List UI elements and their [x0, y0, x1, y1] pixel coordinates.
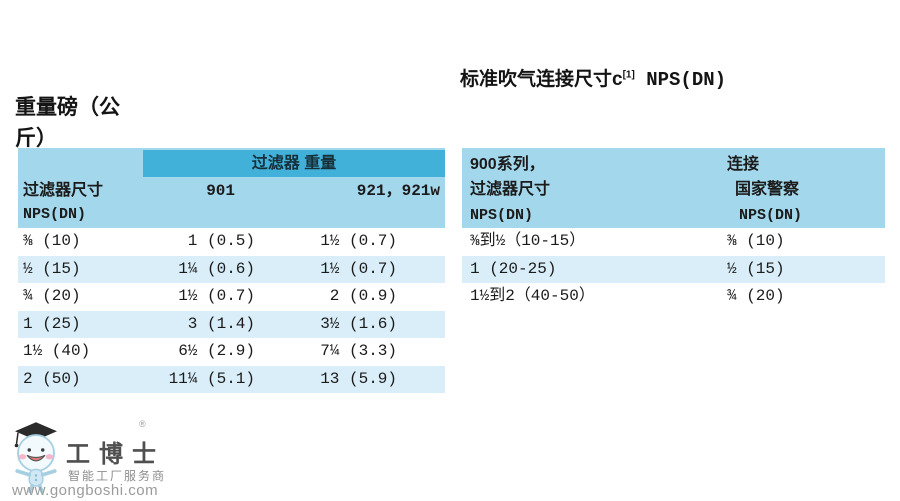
table-row: ⅜ (10) 1 (0.5) 1½ (0.7) [18, 228, 445, 256]
cell-size: 1 (20-25) [470, 259, 557, 278]
cell-921: 3½ (1.6) [320, 314, 397, 333]
table-row: ½ (15) 1¼ (0.6) 1½ (0.7) [18, 255, 445, 283]
cell-size: 1½ (40) [23, 342, 91, 360]
table-row: 1½ (40) 6½ (2.9) 7¼ (3.3) [18, 338, 445, 366]
cell-921: 13 (5.9) [320, 369, 397, 388]
weight-table: 过滤器 重量 过滤器尺寸 901 921，921w NPS(DN) ⅜ (10)… [18, 148, 445, 393]
cell-901: 1½ (0.7) [178, 287, 255, 305]
table-row: 1 (20-25) ½ (15) [462, 255, 885, 283]
cell-connection: ⅜ (10) [727, 232, 785, 250]
left-table-title: 重量磅（公斤） [15, 96, 120, 150]
right-title-tail: NPS(DN) [634, 69, 727, 91]
brand-tagline: 智能工厂服务商 [68, 469, 167, 483]
col-header-national: 国家警察 [735, 181, 800, 198]
table-row: ¾ (20) 1½ (0.7) 2 (0.9) [18, 283, 445, 311]
cell-connection: ¾ (20) [727, 287, 785, 305]
cell-901: 3 (1.4) [187, 314, 255, 333]
cell-901: 11¼ (5.1) [168, 369, 255, 388]
cell-901: 6½ (2.9) [178, 342, 255, 360]
table-row: 2 (50) 11¼ (5.1) 13 (5.9) [18, 365, 445, 393]
col-header-nps-dn: NPS(DN) [23, 206, 87, 223]
cell-921: 7¼ (3.3) [320, 342, 397, 360]
col-header-nps-dn-right: NPS(DN) [739, 207, 803, 224]
col-header-921: 921，921w [356, 182, 440, 200]
cell-size: ⅜到½（10-15） [470, 232, 586, 250]
gongboshi-logo: ® 工博士 智能工厂服务商 www.gongboshi.com [12, 416, 212, 500]
registered-trademark-icon: ® [139, 419, 146, 429]
cell-901: 1 (0.5) [187, 232, 255, 250]
col-header-901: 901 [206, 182, 235, 200]
cell-size: 1 (25) [23, 314, 81, 333]
weight-table-band-header: 过滤器 重量 [143, 150, 445, 177]
table-row: ⅜到½（10-15） ⅜ (10) [462, 228, 885, 256]
cell-size: ¾ (20) [23, 287, 81, 305]
cell-921: 2 (0.9) [329, 287, 397, 305]
col-header-filter-size: 过滤器尺寸 [23, 182, 104, 199]
col-header-nps-dn-left: NPS(DN) [470, 207, 534, 224]
right-title-main: 标准吹气连接尺寸c [460, 69, 623, 90]
right-table-title: 标准吹气连接尺寸c[1] NPS(DN) [460, 64, 726, 91]
connection-table: 900系列， 连接 过滤器尺寸 国家警察 NPS(DN) NPS(DN) ⅜到½… [462, 148, 885, 311]
cell-size: ½ (15) [23, 259, 81, 278]
table-row: 1 (25) 3 (1.4) 3½ (1.6) [18, 310, 445, 338]
footnote-marker: [1] [622, 69, 635, 81]
cell-size: 2 (50) [23, 369, 81, 388]
col-header-900-series: 900系列， [470, 156, 545, 173]
table-row: 1½到2（40-50） ¾ (20) [462, 283, 885, 311]
brand-url: www.gongboshi.com [12, 482, 159, 499]
col-header-connection: 连接 [727, 156, 760, 173]
cell-connection: ½ (15) [727, 259, 785, 278]
cell-921: 1½ (0.7) [320, 232, 397, 250]
cell-921: 1½ (0.7) [320, 259, 397, 278]
brand-name: 工博士 [66, 439, 165, 468]
cell-size: ⅜ (10) [23, 232, 81, 250]
col-header-filter-size: 过滤器尺寸 [470, 181, 551, 198]
weight-table-header: 过滤器 重量 过滤器尺寸 901 921，921w NPS(DN) [18, 148, 445, 228]
cell-901: 1¼ (0.6) [178, 259, 255, 278]
connection-table-header: 900系列， 连接 过滤器尺寸 国家警察 NPS(DN) NPS(DN) [462, 148, 885, 228]
cell-size: 1½到2（40-50） [470, 287, 595, 305]
weight-table-column-headers: 过滤器尺寸 901 921，921w [18, 179, 445, 203]
gongboshi-mascot-icon [14, 422, 57, 494]
